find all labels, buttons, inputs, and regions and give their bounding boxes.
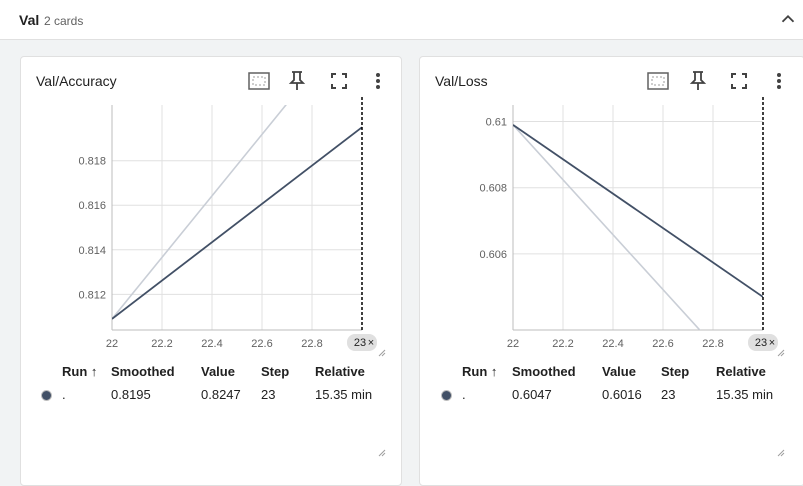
legend-header-value: Value <box>201 364 235 379</box>
x-tick-label: 22.4 <box>602 338 623 350</box>
legend-value: 0.6016 <box>602 387 642 402</box>
resize-handle-icon[interactable] <box>378 449 386 457</box>
step-badge-bg <box>347 334 377 351</box>
resize-handle-icon[interactable] <box>378 349 386 357</box>
x-tick-label: 22.2 <box>151 338 172 350</box>
legend-value: 0.8247 <box>201 387 241 402</box>
y-tick-label: 0.814 <box>78 245 106 257</box>
group-card-count: 2 cards <box>44 14 84 28</box>
chevron-up-icon[interactable] <box>777 8 799 30</box>
legend-smoothed-value: 0.8195 <box>111 387 151 402</box>
legend-header-step: Step <box>661 364 690 379</box>
run-color-swatch[interactable] <box>441 390 452 401</box>
y-tick-label: 0.812 <box>78 289 106 301</box>
x-tick-label: 22.6 <box>652 338 673 350</box>
legend-header-run[interactable]: Run ↑ <box>62 364 98 379</box>
x-tick-label: 22.8 <box>301 338 322 350</box>
raw-series-line <box>112 105 287 320</box>
x-tick-label: 22.2 <box>552 338 573 350</box>
y-tick-label: 0.61 <box>486 117 507 129</box>
smoothed-series-line <box>112 126 362 320</box>
x-tick-label: 22.8 <box>702 338 723 350</box>
x-tick-label: 22 <box>106 338 118 350</box>
card-title: Val/Accuracy <box>36 73 117 89</box>
gridlines <box>512 105 763 330</box>
more-vert-icon[interactable] <box>767 69 791 93</box>
pin-icon[interactable] <box>686 69 710 93</box>
legend-header-step: Step <box>261 364 290 379</box>
resize-handle-icon[interactable] <box>777 449 785 457</box>
y-tick-label: 0.816 <box>78 200 106 212</box>
fit-domain-icon[interactable] <box>247 69 271 93</box>
legend-header-relative: Relative <box>315 364 365 379</box>
smoothed-series-line <box>513 124 763 298</box>
x-tick-label: 22 <box>507 338 519 350</box>
close-icon: × <box>769 337 775 349</box>
step-badge-bg <box>748 334 778 351</box>
step-cursor-badge[interactable]: 23 × <box>347 334 377 351</box>
legend-step: 23 <box>661 387 676 402</box>
card-group-header: Val 2 cards <box>0 0 803 40</box>
legend-header-smoothed: Smoothed <box>512 364 576 379</box>
y-tick-label: 0.818 <box>78 156 106 168</box>
legend-run-name: . <box>462 387 466 402</box>
legend-step: 23 <box>261 387 276 402</box>
scalar-card-val-accuracy: Val/Accuracy 22 22.2 22.4 22.6 22.8 0.812 0.81… <box>20 56 402 486</box>
line-chart[interactable]: 22 22.2 22.4 22.6 22.8 0.812 0.814 0.816 0.818 23… <box>21 97 401 357</box>
legend-header-relative: Relative <box>716 364 766 379</box>
card-title: Val/Loss <box>435 73 488 89</box>
fullscreen-icon[interactable] <box>727 69 751 93</box>
raw-series-line <box>513 124 701 330</box>
y-tick-label: 0.606 <box>479 249 507 261</box>
step-cursor-badge[interactable]: 23 × <box>748 334 778 351</box>
run-color-swatch[interactable] <box>41 390 52 401</box>
gridlines <box>111 105 362 330</box>
more-vert-icon[interactable] <box>366 69 390 93</box>
x-tick-label: 22.6 <box>251 338 272 350</box>
legend-header-value: Value <box>602 364 636 379</box>
close-icon: × <box>368 337 374 349</box>
step-badge-label: 23 <box>354 337 366 349</box>
line-chart[interactable]: 22 22.2 22.4 22.6 22.8 0.606 0.608 0.61 23 × <box>420 97 803 357</box>
legend-header-smoothed: Smoothed <box>111 364 175 379</box>
legend-header-run[interactable]: Run ↑ <box>462 364 498 379</box>
y-tick-label: 0.608 <box>479 183 507 195</box>
resize-handle-icon[interactable] <box>777 349 785 357</box>
fullscreen-icon[interactable] <box>327 69 351 93</box>
pin-icon[interactable] <box>285 69 309 93</box>
group-title: Val <box>19 12 40 28</box>
legend-relative: 15.35 min <box>315 387 373 402</box>
step-badge-label: 23 <box>755 337 767 349</box>
scalar-card-val-loss: Val/Loss 22 22.2 22.4 22.6 22.8 0.606 0.608 0.6… <box>419 56 803 486</box>
fit-domain-icon[interactable] <box>646 69 670 93</box>
legend-relative: 15.35 min <box>716 387 774 402</box>
x-tick-label: 22.4 <box>201 338 222 350</box>
legend-run-name: . <box>62 387 66 402</box>
legend-smoothed-value: 0.6047 <box>512 387 552 402</box>
